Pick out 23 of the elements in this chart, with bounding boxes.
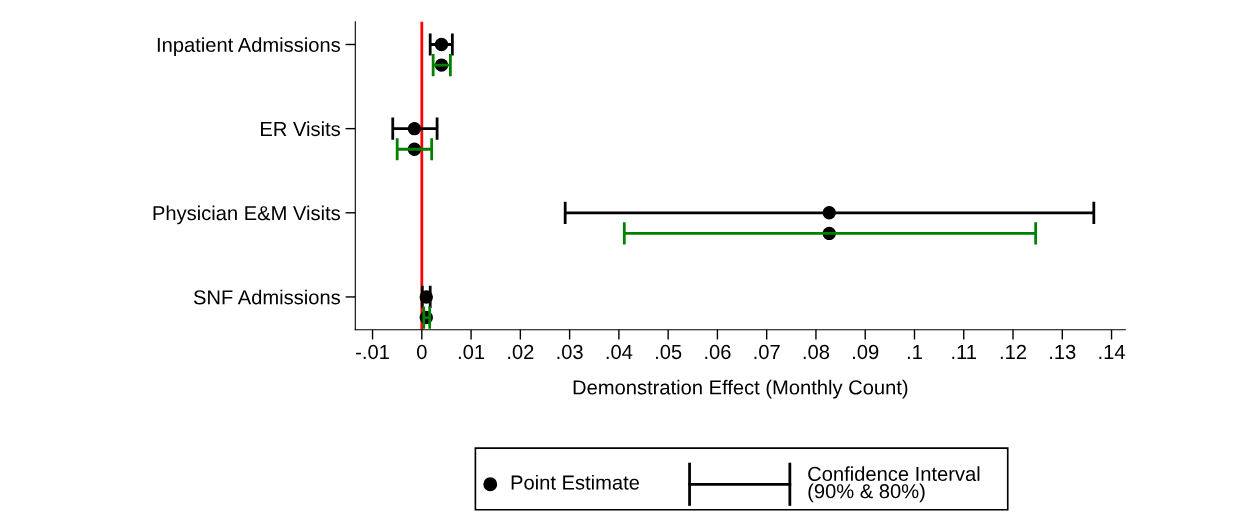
x-tick-label: .12 bbox=[1000, 344, 1026, 359]
x-tick-label: 0 bbox=[417, 344, 427, 360]
x-tick-label: .05 bbox=[655, 344, 682, 360]
x-tick-label: .02 bbox=[508, 344, 534, 360]
y-tick-label: Physician E&M Visits bbox=[153, 205, 340, 225]
x-tick-label: .01 bbox=[458, 344, 485, 360]
x-tick-label: .14 bbox=[1099, 345, 1125, 359]
x-tick-label: .1 bbox=[907, 345, 922, 359]
y-tick-label: Inpatient Admissions bbox=[157, 37, 341, 56]
x-tick-label: .13 bbox=[1050, 344, 1076, 360]
text: Confidence Interval (90% & 80%) bbox=[808, 466, 980, 503]
text: Point Estimate bbox=[511, 474, 639, 490]
x-tick-label: .04 bbox=[606, 344, 633, 360]
x-axis-title: Demonstration Effect (Monthly Count) bbox=[573, 379, 908, 399]
y-tick-label: SNF Admissions bbox=[193, 289, 340, 305]
x-tick-label: .03 bbox=[557, 344, 583, 360]
y-tick-label: ER Visits bbox=[261, 121, 340, 137]
x-tick-label: .09 bbox=[853, 344, 879, 360]
x-tick-label: .11 bbox=[952, 345, 977, 359]
x-tick-label: .07 bbox=[754, 344, 780, 360]
x-tick-label: .06 bbox=[705, 344, 731, 360]
x-tick-label: -.01 bbox=[356, 344, 389, 360]
x-tick-label: .08 bbox=[803, 344, 830, 360]
